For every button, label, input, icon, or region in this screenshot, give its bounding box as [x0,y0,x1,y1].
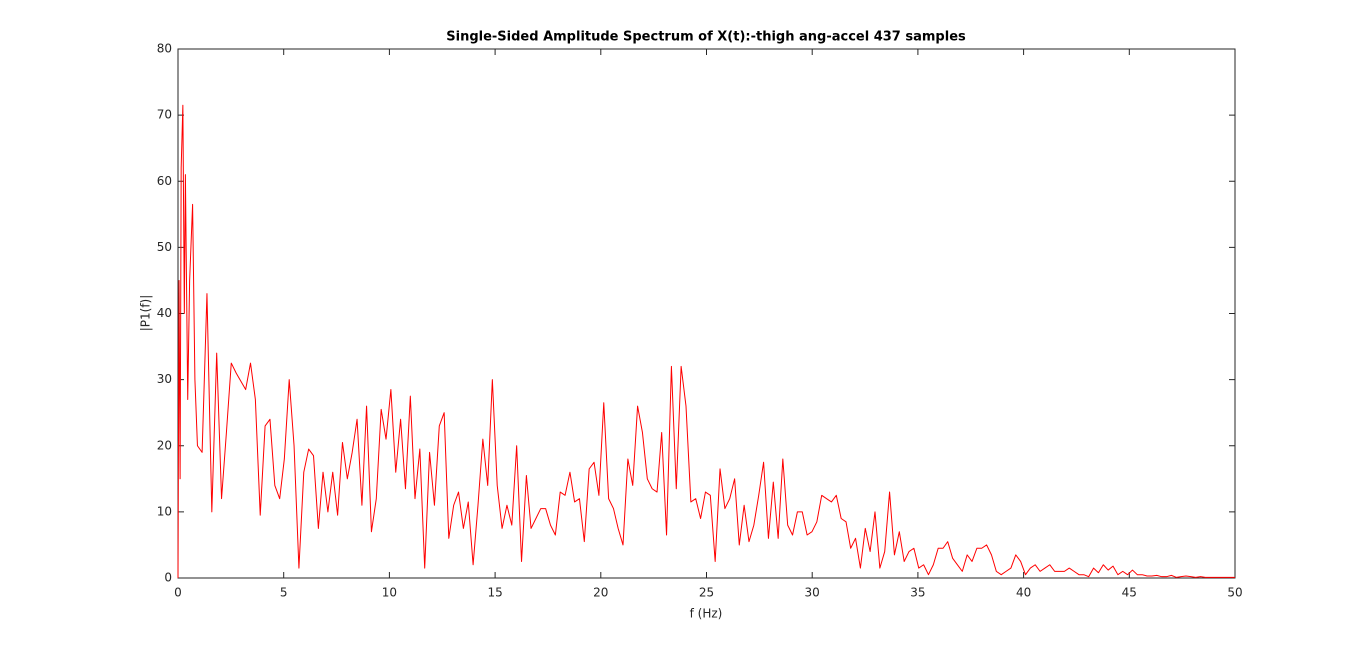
y-tick-label: 60 [157,174,172,188]
y-tick-label: 50 [157,240,172,254]
y-tick-label: 10 [157,504,172,518]
plot-area [177,48,1236,579]
x-tick-label: 45 [1122,586,1137,600]
y-tick-label: 40 [157,306,172,320]
x-tick-label: 50 [1227,586,1242,600]
x-tick-label: 5 [280,586,288,600]
x-tick-label: 0 [174,586,182,600]
y-tick-label: 80 [157,42,172,56]
y-axis-label: |P1(f)| [139,295,153,332]
y-tick-label: 20 [157,438,172,452]
x-axis-label: f (Hz) [690,607,723,621]
x-tick-label: 35 [910,586,925,600]
chart-title: Single-Sided Amplitude Spectrum of X(t):… [446,30,966,45]
x-tick-label: 40 [1016,586,1031,600]
spectrum-line [177,104,1235,579]
x-tick-label: 25 [699,586,714,600]
x-tick-label: 15 [487,586,502,600]
x-tick-label: 30 [805,586,820,600]
y-tick-label: 0 [164,571,172,585]
x-tick-label: 10 [382,586,397,600]
y-tick-label: 70 [157,108,172,122]
y-tick-label: 30 [157,372,172,386]
x-tick-label: 20 [593,586,608,600]
